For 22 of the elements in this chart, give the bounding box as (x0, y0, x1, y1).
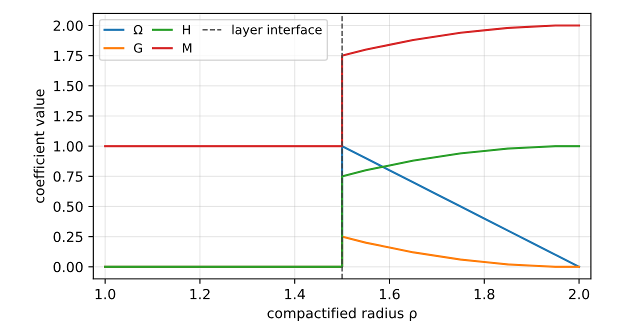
legend-label: G (134, 43, 142, 53)
y-tick-label: 0.00 (54, 262, 83, 272)
y-axis-title: coefficient value (34, 89, 44, 203)
y-tick-label: 0.25 (54, 232, 82, 242)
x-tick-label: 1.2 (190, 288, 210, 300)
y-tick-label: 1.25 (54, 110, 82, 122)
y-tick-label: 1.00 (54, 141, 83, 152)
y-tick-label: 1.50 (54, 80, 83, 92)
x-tick-label: 1.4 (285, 289, 305, 300)
x-tick-label: 1.6 (380, 288, 400, 300)
legend-label: M (182, 43, 192, 53)
ref-line-label: layer interface (232, 24, 322, 37)
legend-label: Ω (134, 24, 142, 34)
y-tick-label: 1.75 (54, 50, 82, 62)
y-tick-label: 2.00 (54, 20, 83, 31)
legend-label: H (182, 25, 190, 34)
x-tick-label: 1.0 (96, 288, 116, 300)
y-tick-label: 0.50 (54, 201, 83, 212)
x-axis-title: compactified radius ρ (268, 308, 417, 322)
x-tick-label: 2.0 (569, 288, 590, 300)
y-tick-label: 0.75 (54, 171, 82, 182)
x-tick-label: 1.8 (474, 288, 494, 300)
